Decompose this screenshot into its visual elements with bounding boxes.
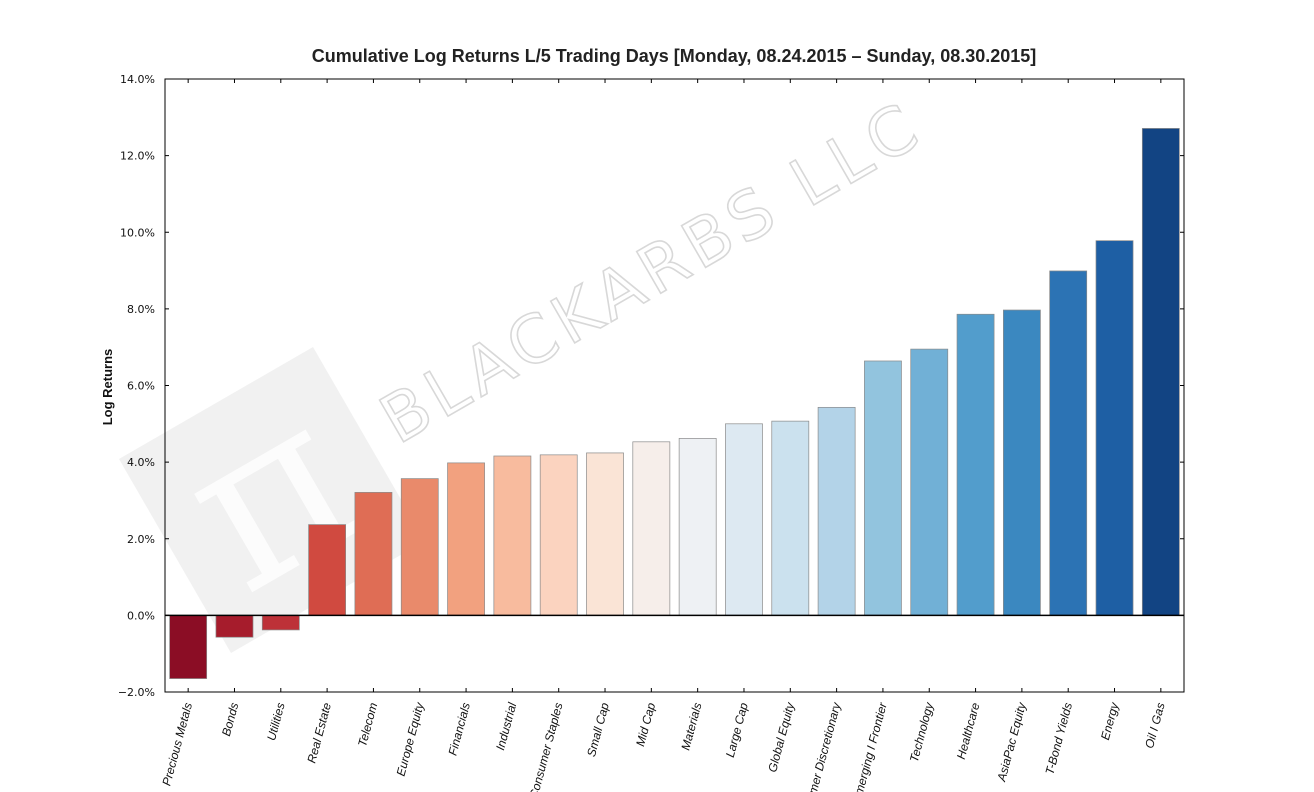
x-tick-label: Consumer Discretionary — [797, 700, 844, 792]
bar-materials — [678, 438, 717, 616]
x-tick-label: Oil I Gas — [1142, 701, 1168, 750]
bar-telecom — [354, 492, 393, 616]
y-tick-label: 8.0% — [127, 303, 155, 316]
watermark-text: BLACKARBS LLC — [368, 86, 936, 458]
x-tick-label: Global Equity — [765, 700, 797, 774]
x-tick-label: Small Cap — [584, 701, 612, 758]
x-tick-label: AsiaPac Equity — [994, 700, 1029, 784]
bar-global-equity — [771, 420, 810, 616]
y-tick-label: −2.0% — [118, 686, 155, 699]
x-tick-label: Healthcare — [954, 701, 983, 761]
x-tick-label: Europe Equity — [394, 700, 427, 777]
bar-industrial — [493, 455, 532, 616]
x-tick-label: Utilities — [264, 701, 288, 742]
y-tick-label: 0.0% — [127, 609, 155, 622]
bar-emerging-i-frontier — [864, 360, 902, 616]
x-tick-label: Consumer Staples — [527, 701, 566, 792]
x-tick-label: Precious Metals — [159, 701, 195, 787]
y-tick-label: 14.0% — [120, 73, 155, 86]
bar-small-cap — [586, 452, 624, 616]
x-tick-label: Large Cap — [723, 701, 751, 759]
bar-oil-i-gas — [1141, 128, 1180, 616]
bars-group — [169, 128, 1180, 679]
bar-financials — [447, 462, 485, 616]
bar-t-bond-yields — [1049, 270, 1088, 616]
x-tick-label: Industrial — [493, 701, 519, 752]
x-tick-label: Telecom — [355, 701, 380, 748]
bar-consumer-discretionary — [817, 406, 856, 616]
x-tick-label: T-Bond Yields — [1042, 701, 1075, 776]
x-tick-label: Materials — [678, 701, 704, 752]
x-tick-label: Financials — [445, 701, 473, 757]
bar-healthcare — [956, 313, 995, 616]
y-tick-label: 10.0% — [120, 226, 155, 239]
chart-title: Cumulative Log Returns L/5 Trading Days … — [312, 46, 1037, 66]
x-tick-label: Energy — [1098, 700, 1122, 741]
y-tick-label: 6.0% — [127, 380, 155, 393]
x-tick-label: Emerging I Frontier — [850, 700, 890, 792]
bar-technology — [910, 348, 949, 616]
bar-utilities — [261, 615, 300, 631]
x-tick-label: Technology — [907, 700, 937, 763]
y-tick-label: 2.0% — [127, 533, 155, 546]
bar-mid-cap — [632, 441, 671, 616]
y-axis-label: Log Returns — [100, 349, 115, 426]
x-tick-label: Bonds — [219, 701, 241, 737]
bar-energy — [1095, 240, 1134, 616]
bar-precious-metals — [169, 615, 208, 679]
bar-real-estate — [308, 524, 346, 616]
x-tick-label: Mid Cap — [633, 701, 658, 748]
y-axis-ticks: −2.0% 0.0% 2.0% 4.0% 6.0% 8.0% 10.0% 12.0% 14.0% — [118, 73, 1184, 699]
y-tick-label: 12.0% — [120, 150, 155, 163]
bar-asiapac-equity — [1003, 309, 1041, 616]
bar-consumer-staples — [539, 454, 578, 616]
x-tick-label: Real Estate — [304, 701, 334, 765]
bar-europe-equity — [400, 478, 439, 616]
y-tick-label: 4.0% — [127, 456, 155, 469]
bar-large-cap — [725, 423, 763, 616]
watermark-logo-box — [119, 347, 425, 653]
bar-bonds — [215, 615, 254, 638]
